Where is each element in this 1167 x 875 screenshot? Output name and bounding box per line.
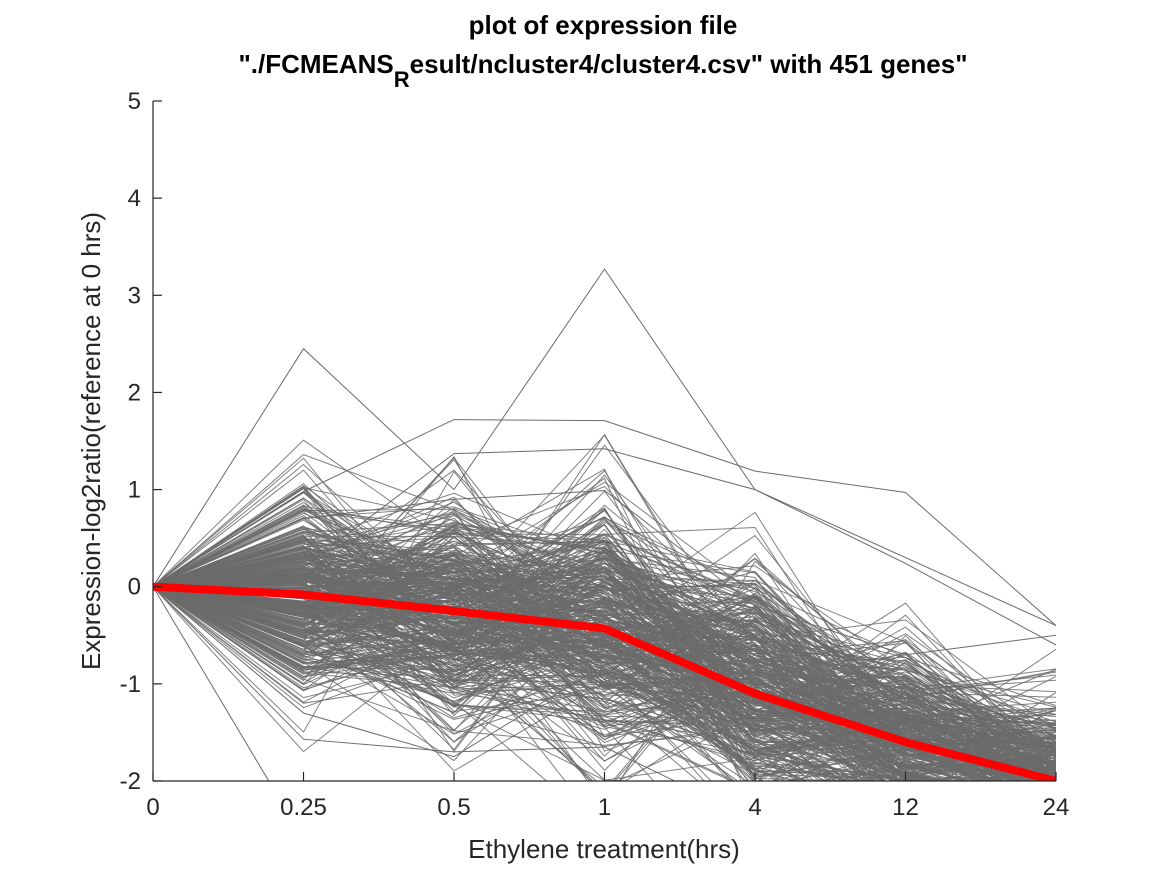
gene-line xyxy=(153,567,863,781)
gene-line xyxy=(153,483,1056,781)
gene-line xyxy=(153,561,1021,781)
gene-line xyxy=(153,570,985,781)
gene-line xyxy=(153,508,1006,781)
gene-line xyxy=(153,551,1056,769)
gene-line xyxy=(153,541,1056,758)
y-axis-ticks: -2 -1 0 1 2 3 4 5 xyxy=(120,88,162,795)
gene-line xyxy=(153,582,808,781)
gene-line xyxy=(153,543,1056,730)
gene-line xyxy=(153,586,978,781)
gene-line xyxy=(153,586,1021,781)
y-tick-label: -2 xyxy=(120,768,141,795)
y-tick-label: 2 xyxy=(128,379,141,406)
gene-line xyxy=(153,489,1056,656)
gene-line xyxy=(153,586,1048,781)
x-tick-label: 0 xyxy=(146,794,159,821)
gene-line xyxy=(153,419,1056,626)
gene-line xyxy=(153,586,1056,781)
gene-line xyxy=(153,586,1056,770)
gene-line xyxy=(153,575,787,781)
y-axis-label: Expression-log2ratio(reference at 0 hrs) xyxy=(76,212,106,670)
gene-line xyxy=(153,562,1027,781)
x-axis-ticks: 0 0.25 0.5 1 4 12 24 xyxy=(146,772,1069,821)
gene-line xyxy=(153,504,995,781)
gene-line xyxy=(153,566,1026,781)
y-tick-label: 4 xyxy=(128,185,141,212)
mean-line xyxy=(153,582,1056,781)
gene-line xyxy=(153,586,973,781)
gene-line xyxy=(153,523,1056,781)
gene-line xyxy=(153,516,1056,750)
gene-line xyxy=(153,524,812,781)
gene-line xyxy=(153,468,1055,781)
gene-line xyxy=(153,586,892,781)
chart-title-line-2: "./FCMEANSResult/ncluster4/cluster4.csv"… xyxy=(238,49,967,92)
y-tick-label: -1 xyxy=(120,671,141,698)
gene-line xyxy=(153,564,1031,781)
gene-line xyxy=(153,535,903,781)
chart-title-prefix: "./FCMEANS xyxy=(238,49,393,79)
chart-title-suffix: esult/ncluster4/cluster4.csv" with 451 g… xyxy=(410,49,968,79)
gene-line xyxy=(153,586,882,781)
gene-line xyxy=(153,470,860,781)
mean-expression-line xyxy=(153,582,1056,781)
gene-line xyxy=(153,586,973,781)
x-tick-label: 0.25 xyxy=(280,794,327,821)
x-tick-label: 1 xyxy=(598,794,611,821)
x-tick-label: 12 xyxy=(892,794,919,821)
gene-line xyxy=(153,586,1016,781)
gene-line xyxy=(153,563,883,781)
x-tick-label: 0.5 xyxy=(437,794,470,821)
chart-title-line-1: plot of expression file xyxy=(469,10,738,40)
gene-line xyxy=(153,560,1056,775)
gene-line xyxy=(153,582,1056,729)
gene-line xyxy=(153,434,1037,781)
gene-line xyxy=(153,268,1056,627)
gene-line xyxy=(153,448,1056,646)
gene-line xyxy=(153,571,906,781)
gene-line xyxy=(153,577,1056,756)
gene-line xyxy=(153,469,1056,707)
gene-line xyxy=(153,586,847,781)
y-tick-label: 0 xyxy=(128,574,141,601)
gene-line xyxy=(153,528,1056,781)
y-tick-label: 5 xyxy=(128,88,141,115)
y-tick-label: 1 xyxy=(128,477,141,504)
gene-line xyxy=(153,586,676,781)
gene-line xyxy=(153,582,754,781)
gene-line xyxy=(153,521,1056,731)
gene-line xyxy=(153,546,1056,772)
y-tick-label: 3 xyxy=(128,282,141,309)
x-tick-label: 24 xyxy=(1043,794,1070,821)
gene-line xyxy=(153,586,1055,781)
gene-line xyxy=(153,586,1002,781)
x-tick-label: 4 xyxy=(748,794,761,821)
x-axis-label: Ethylene treatment(hrs) xyxy=(468,834,740,864)
chart-title-subscript: R xyxy=(394,67,410,92)
gene-line xyxy=(153,534,1056,775)
gene-line xyxy=(153,579,1056,753)
gene-line xyxy=(153,545,1056,754)
gene-line xyxy=(153,575,1056,781)
